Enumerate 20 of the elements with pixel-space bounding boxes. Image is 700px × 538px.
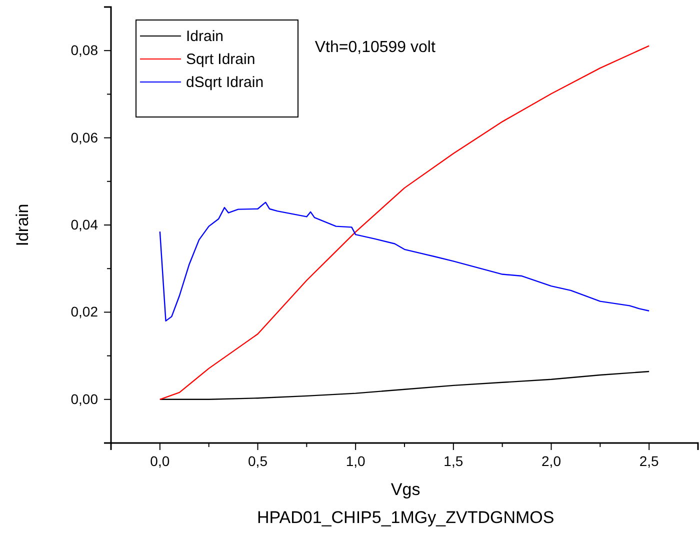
x-tick-label: 0,0 <box>150 452 170 469</box>
x-tick-label: 0,5 <box>248 452 268 469</box>
x-axis-title: Vgs <box>390 480 420 499</box>
y-tick-label: 0,00 <box>70 390 98 407</box>
y-tick-label: 0,08 <box>70 42 98 58</box>
legend-label: dSqrt Idrain <box>186 74 264 91</box>
x-tick-label: 1,0 <box>346 452 366 469</box>
annotation: Vth=0,10599 volt <box>314 39 436 56</box>
x-tick-label: 1,5 <box>444 452 464 469</box>
legend-label: Sqrt Idrain <box>186 51 256 68</box>
y-tick-label: 0,02 <box>70 304 98 320</box>
x-tick-label: 2,0 <box>542 452 562 469</box>
line-series <box>159 202 650 322</box>
line-series <box>159 370 650 400</box>
text: HPAD01_CHIP5_1MGy_ZVTDGNMOS <box>256 508 554 527</box>
y-tick-label: 0,04 <box>70 216 98 232</box>
y-axis-title: Idrain <box>13 204 32 246</box>
y-tick-label: 0,06 <box>70 129 98 146</box>
x-tick-label: 2,5 <box>639 452 660 469</box>
legend-label: Idrain <box>186 28 224 45</box>
